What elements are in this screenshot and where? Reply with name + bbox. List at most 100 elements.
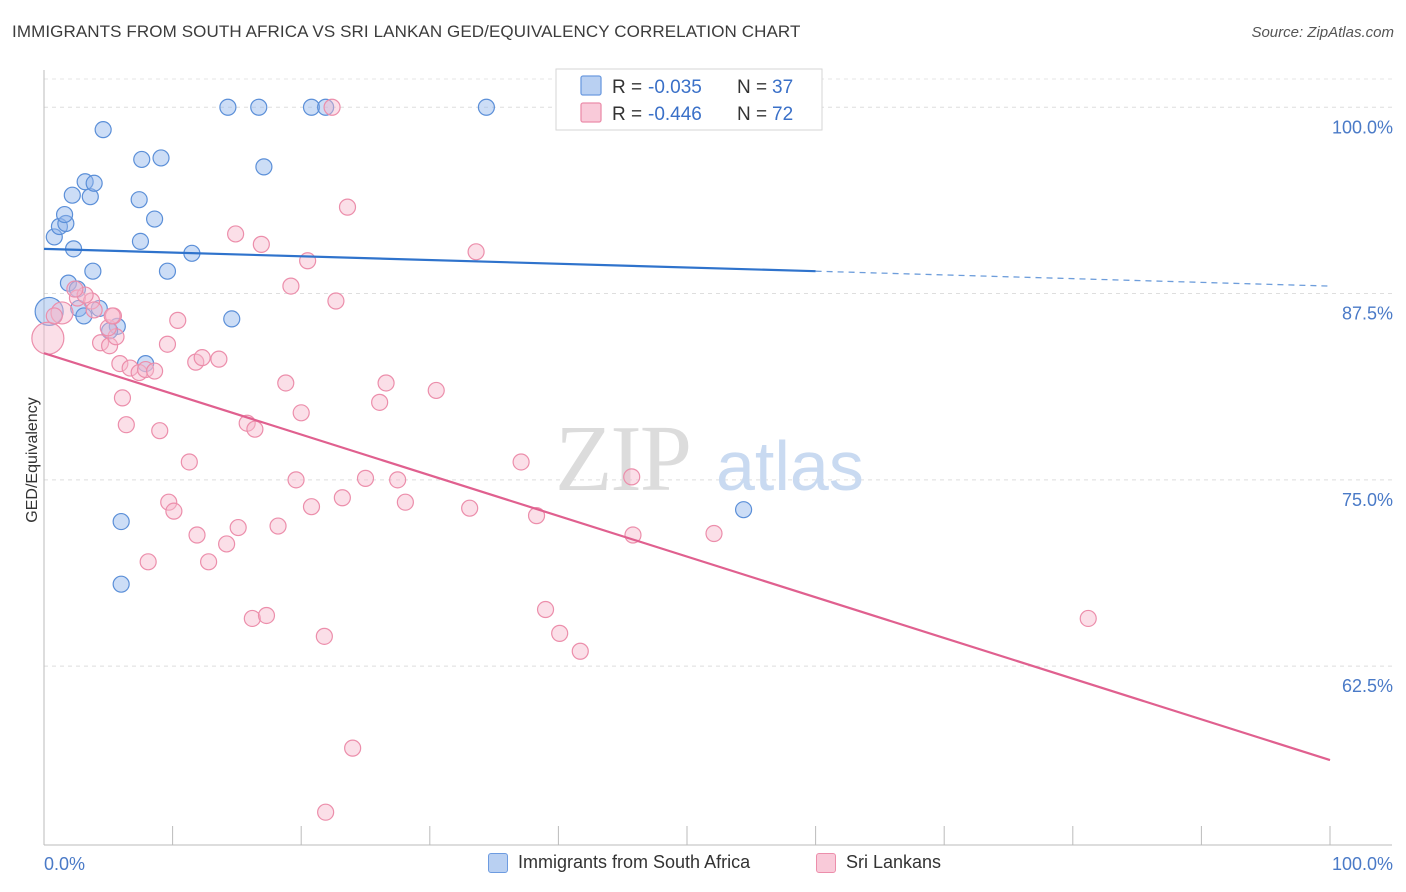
point-south-africa-20 — [145, 210, 164, 228]
axes — [43, 70, 1392, 846]
point-south-africa-5 — [63, 186, 81, 204]
point-sri-lankan-43 — [323, 98, 341, 116]
point-sri-lankan-29 — [218, 535, 236, 553]
point-sri-lankan-49 — [377, 374, 395, 392]
legend-swatch-blue — [488, 852, 508, 873]
point-sri-lankan-40 — [299, 252, 317, 270]
trend-line-south-africa-extrapolated — [815, 270, 1331, 287]
point-south-africa-24 — [219, 98, 237, 116]
point-south-africa-4 — [55, 205, 74, 224]
y-tick-label-3: 62.5% — [1342, 676, 1393, 696]
point-sri-lankan-24 — [210, 350, 228, 368]
tick-labels: 100.0% 87.5% 75.0% 62.5% 0.0% 100.0% — [44, 117, 1393, 874]
point-south-africa-8 — [81, 188, 99, 206]
point-sri-lankan-31 — [227, 225, 245, 243]
point-south-africa-22 — [158, 262, 177, 280]
point-sri-lankan-63 — [139, 553, 157, 571]
stats-n-label-blue: N = — [737, 77, 767, 98]
point-sri-lankan-57 — [536, 600, 555, 619]
point-sri-lankan-11 — [111, 355, 129, 373]
point-south-africa-29 — [477, 98, 495, 116]
point-sri-lankan-54 — [467, 243, 485, 261]
point-sri-lankan-50 — [389, 471, 407, 489]
y-tick-label-2: 75.0% — [1342, 490, 1393, 510]
point-south-africa-34 — [112, 512, 130, 531]
point-sri-lankan-17 — [145, 362, 164, 380]
stats-n-value-pink: 72 — [772, 104, 793, 125]
point-sri-lankan-64 — [243, 609, 261, 628]
y-tick-label-0: 100.0% — [1332, 117, 1393, 137]
stats-r-label-pink: R = — [612, 104, 642, 125]
stats-swatch-pink — [580, 102, 602, 123]
trend-line-south-africa — [43, 247, 816, 273]
point-sri-lankan-48 — [371, 393, 389, 411]
point-south-africa-1 — [45, 228, 63, 246]
point-sri-lankan-69 — [45, 307, 63, 325]
point-sri-lankan-19 — [158, 335, 177, 353]
trend-line-sri-lankans — [43, 352, 1331, 762]
legend-label-south-africa: Immigrants from South Africa — [518, 852, 751, 872]
point-sri-lankan-39 — [292, 404, 310, 422]
y-axis-label: GED/Equivalency — [24, 397, 41, 522]
point-sri-lankan-42 — [315, 627, 333, 645]
legend-swatch-pink — [816, 852, 836, 873]
stats-swatch-blue — [580, 75, 602, 96]
point-sri-lankan-33 — [246, 420, 264, 438]
point-sri-lankan-18 — [151, 422, 169, 440]
point-sri-lankan-4 — [85, 301, 103, 319]
stats-legend: R = -0.035 N = 37 R = -0.446 N = 72 — [555, 68, 823, 131]
point-sri-lankan-45 — [333, 489, 351, 507]
point-south-africa-9 — [85, 174, 103, 192]
point-sri-lankan-25 — [160, 493, 178, 511]
legend-label-sri-lankans: Sri Lankans — [846, 852, 942, 872]
point-south-africa-18 — [133, 150, 151, 169]
stats-n-value-blue: 37 — [772, 77, 793, 98]
point-sri-lankan-34 — [252, 235, 270, 253]
point-sri-lankan-60 — [623, 468, 641, 486]
legend-item-sri-lankans[interactable]: Sri Lankans — [816, 852, 941, 873]
stats-r-value-pink: -0.446 — [648, 104, 702, 125]
stats-n-label-pink: N = — [737, 104, 767, 125]
point-sri-lankan-28 — [200, 553, 218, 571]
point-south-africa-13 — [84, 262, 102, 280]
point-south-africa-36 — [734, 501, 753, 519]
chart-title: IMMIGRANTS FROM SOUTH AFRICA VS SRI LANK… — [12, 22, 801, 41]
point-sri-lankan-10 — [103, 307, 121, 325]
point-south-africa-30 — [223, 310, 241, 328]
point-sri-lankan-52 — [427, 381, 445, 400]
point-sri-lankan-47 — [356, 469, 375, 487]
stats-r-label-blue: R = — [612, 77, 642, 98]
point-south-africa-25 — [250, 98, 268, 116]
point-sri-lankan-27 — [188, 526, 206, 544]
point-south-africa-31 — [75, 307, 93, 325]
legend-item-south-africa[interactable]: Immigrants from South Africa — [488, 852, 750, 873]
point-south-africa-21 — [152, 149, 170, 167]
y-tick-label-1: 87.5% — [1342, 304, 1393, 324]
point-south-africa-17 — [130, 191, 148, 209]
point-south-africa-3 — [57, 214, 75, 233]
point-south-africa-19 — [131, 232, 150, 250]
point-sri-lankan-59 — [571, 642, 589, 660]
point-sri-lankan-62 — [705, 524, 723, 543]
x-tick-label-max: 100.0% — [1332, 854, 1393, 874]
point-sri-lankan-38 — [287, 471, 305, 489]
point-south-africa-28 — [317, 98, 335, 116]
point-south-africa-35 — [112, 575, 130, 593]
point-sri-lankan-71 — [66, 280, 84, 298]
point-sri-lankan-65 — [257, 606, 276, 625]
point-sri-lankan-23 — [193, 349, 211, 367]
point-south-africa-27 — [302, 98, 321, 116]
trend-lines — [43, 247, 1331, 762]
point-sri-lankan-70 — [76, 286, 94, 304]
point-sri-lankan-41 — [302, 498, 321, 516]
point-south-africa-15 — [94, 121, 112, 139]
point-sri-lankan-51 — [396, 493, 414, 511]
point-sri-lankan-53 — [461, 499, 479, 517]
point-sri-lankan-67 — [317, 803, 335, 821]
point-sri-lankan-44 — [327, 292, 345, 310]
point-sri-lankan-0 — [31, 321, 65, 355]
point-south-africa-26 — [255, 158, 273, 176]
point-sri-lankan-13 — [117, 416, 135, 434]
point-sri-lankan-6 — [100, 337, 119, 355]
